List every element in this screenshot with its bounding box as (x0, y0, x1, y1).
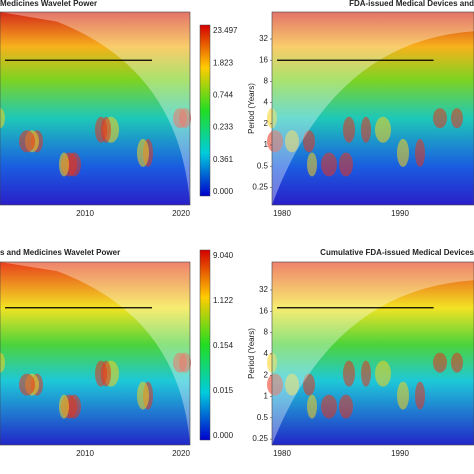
y-tick-label: 2 (264, 370, 269, 379)
y-axis-label: Period (Years) (247, 328, 256, 379)
power-blob (375, 116, 391, 143)
x-tick-label: 2020 (172, 449, 190, 458)
colorbar-label: 0.000 (213, 431, 234, 440)
power-blob (307, 152, 317, 177)
panels: Medicines Wavelet Power 2010 2020 23.497 1.8… (0, 0, 474, 458)
power-blob (267, 373, 283, 396)
power-blob (375, 360, 391, 387)
colorbar-label: 0.361 (213, 155, 234, 164)
colorbar-label: 0.744 (213, 91, 234, 100)
power-blob (0, 352, 5, 373)
colorbar-label: 9.040 (213, 251, 234, 260)
y-tick-label: 4 (264, 349, 269, 358)
power-blob (343, 116, 355, 143)
x-tick-label: 1980 (273, 209, 291, 218)
power-blob (285, 130, 299, 153)
panel-title: s and Medicines Wavelet Power (0, 248, 120, 257)
y-tick-label: 1 (264, 140, 269, 149)
y-tick-label: 16 (259, 55, 268, 64)
colorbar (199, 249, 211, 441)
power-blob (173, 108, 187, 129)
power-blob (415, 381, 425, 410)
colorbar-label: 1.823 (213, 58, 234, 67)
power-blob (0, 108, 5, 129)
x-tick-label: 1990 (391, 209, 409, 218)
power-blob (339, 152, 353, 177)
colorbar-label: 1.122 (213, 296, 234, 305)
colorbar-label: 0.154 (213, 341, 234, 350)
panel-title: Medicines Wavelet Power (0, 0, 97, 8)
power-blob (415, 138, 425, 167)
x-tick-label: 2010 (76, 209, 94, 218)
y-tick-label: 8 (264, 77, 269, 86)
y-axis-label: Period (Years) (247, 83, 256, 134)
y-tick-label: 0.5 (257, 413, 269, 422)
heatmap (0, 12, 190, 205)
panel-title: FDA-issued Medical Devices and (349, 0, 474, 8)
x-tick-label: 2010 (76, 449, 94, 458)
colorbar-label: 0.015 (213, 386, 234, 395)
colorbar-label: 0.233 (213, 123, 234, 132)
power-blob (137, 138, 149, 167)
power-blob (343, 360, 355, 387)
power-blob (303, 130, 315, 153)
power-blob (59, 394, 69, 419)
power-blob (361, 116, 371, 143)
power-blob (433, 352, 447, 373)
power-blob (397, 381, 409, 410)
power-blob (307, 394, 317, 419)
power-blob (95, 116, 107, 143)
plot-frame (0, 261, 191, 446)
heatmap (0, 262, 190, 445)
y-tick-label: 4 (264, 98, 269, 107)
y-tick-label: 32 (259, 285, 268, 294)
y-tick-label: 2 (264, 119, 269, 128)
power-blob (137, 381, 149, 410)
y-tick-label: 0.5 (257, 161, 269, 170)
power-blob (267, 130, 283, 153)
power-blob (361, 360, 371, 387)
power-blob (19, 130, 35, 153)
power-blob (19, 373, 35, 396)
power-blob (303, 373, 315, 396)
power-blob (285, 373, 299, 396)
power-blob (321, 394, 337, 419)
y-tick-label: 0.25 (252, 183, 268, 192)
power-blob (433, 108, 447, 129)
colorbar-label: 0.000 (213, 187, 234, 196)
plot-frame (271, 11, 474, 206)
plot-frame (271, 261, 474, 446)
panel-title: Cumulative FDA-issued Medical Devices (320, 248, 474, 257)
colorbar-label: 23.497 (213, 26, 238, 35)
power-blob (451, 352, 463, 373)
y-tick-label: 8 (264, 328, 269, 337)
power-blob (173, 352, 187, 373)
y-tick-label: 16 (259, 306, 268, 315)
power-blob (59, 152, 69, 177)
y-tick-label: 32 (259, 34, 268, 43)
x-tick-label: 1990 (391, 449, 409, 458)
power-blob (321, 152, 337, 177)
y-tick-label: 1 (264, 392, 269, 401)
colorbar (199, 24, 211, 197)
y-tick-label: 0.25 (252, 434, 268, 443)
power-blob (451, 108, 463, 129)
x-tick-label: 1980 (273, 449, 291, 458)
power-blob (339, 394, 353, 419)
power-blob (95, 360, 107, 387)
power-blob (397, 138, 409, 167)
plot-frame (0, 11, 191, 206)
x-tick-label: 2020 (172, 209, 190, 218)
